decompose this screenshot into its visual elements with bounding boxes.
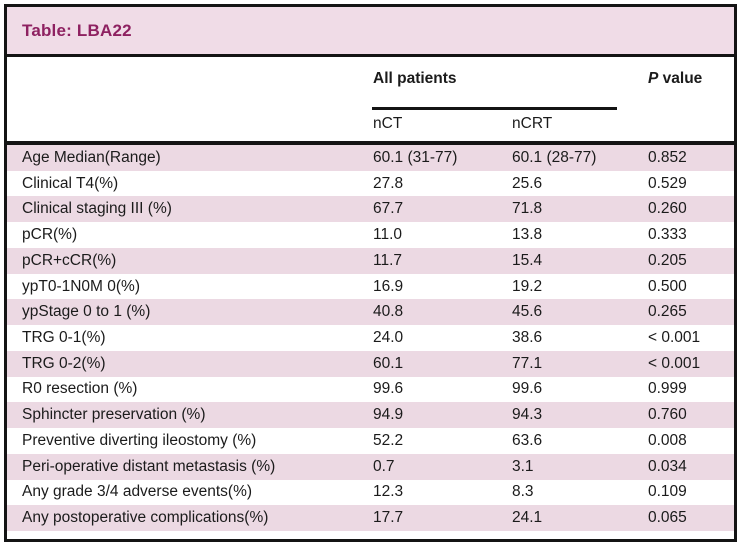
column-header-nct: nCT (373, 115, 403, 132)
p-value-rest: value (658, 70, 703, 87)
row-p-value: 0.529 (648, 174, 687, 192)
table-row: ypStage 0 to 1 (%) 40.8 45.6 0.265 (7, 299, 734, 326)
row-nct-value: 17.7 (373, 509, 404, 527)
row-ncrt-value: 99.6 (512, 380, 543, 398)
row-label: Age Median(Range) (22, 148, 161, 166)
row-ncrt-value: 77.1 (512, 354, 543, 372)
row-label: Clinical T4(%) (22, 174, 119, 192)
row-label: Sphincter preservation (%) (22, 406, 206, 424)
row-ncrt-value: 24.1 (512, 509, 543, 527)
row-nct-value: 67.7 (373, 200, 404, 218)
table-row: ypT0-1N0M 0(%) 16.9 19.2 0.500 (7, 273, 734, 300)
row-label: Any grade 3/4 adverse events(%) (22, 483, 253, 501)
table-row: Peri-operative distant metastasis (%) 0.… (7, 453, 734, 480)
column-header-p-value: P value (648, 70, 702, 88)
row-p-value: < 0.001 (648, 354, 701, 372)
row-nct-value: 24.0 (373, 329, 404, 346)
table-row: TRG 0-2(%) 60.1 77.1 < 0.001 (7, 350, 734, 377)
table-row: pCR(%) 11.0 13.8 0.333 (7, 222, 734, 248)
table-row: Any grade 3/4 adverse events(%) 12.3 8.3… (7, 479, 734, 506)
table-row: pCR+cCR(%) 11.7 15.4 0.205 (7, 247, 734, 274)
row-p-value: < 0.001 (648, 329, 701, 346)
row-nct-value: 60.1 (373, 354, 404, 372)
table-row: TRG 0-1(%) 24.0 38.6 < 0.001 (7, 325, 734, 351)
table-row: Clinical T4(%) 27.8 25.6 0.529 (7, 170, 734, 197)
row-ncrt-value: 45.6 (512, 303, 543, 321)
table-body: Age Median(Range) 60.1 (31-77) 60.1 (28-… (7, 145, 734, 532)
row-p-value: 0.065 (648, 509, 687, 527)
row-label: ypStage 0 to 1 (%) (22, 303, 151, 321)
row-p-value: 0.760 (648, 406, 687, 424)
table-row: Clinical staging III (%) 67.7 71.8 0.260 (7, 196, 734, 223)
row-nct-value: 40.8 (373, 303, 404, 321)
row-p-value: 0.333 (648, 226, 687, 244)
row-ncrt-value: 63.6 (512, 431, 543, 449)
row-ncrt-value: 13.8 (512, 226, 543, 244)
row-p-value: 0.034 (648, 457, 687, 475)
row-nct-value: 0.7 (373, 457, 395, 475)
row-nct-value: 52.2 (373, 431, 404, 449)
row-label: Any postoperative complications(%) (22, 509, 269, 527)
row-label: Preventive diverting ileostomy (%) (22, 431, 257, 449)
row-p-value: 0.999 (648, 380, 687, 398)
row-p-value: 0.265 (648, 303, 687, 321)
row-label: R0 resection (%) (22, 380, 138, 398)
row-ncrt-value: 15.4 (512, 251, 543, 269)
row-ncrt-value: 25.6 (512, 174, 543, 192)
row-ncrt-value: 94.3 (512, 406, 543, 424)
table-row: R0 resection (%) 99.6 99.6 0.999 (7, 376, 734, 403)
row-label: pCR(%) (22, 226, 78, 244)
row-ncrt-value: 71.8 (512, 200, 543, 218)
row-nct-value: 11.7 (373, 251, 403, 269)
table-row: Preventive diverting ileostomy (%) 52.2 … (7, 428, 734, 454)
row-p-value: 0.205 (648, 251, 687, 269)
row-nct-value: 11.0 (373, 226, 403, 244)
table-row: Any postoperative complications(%) 17.7 … (7, 505, 734, 532)
table-title-band: Table: LBA22 (7, 7, 734, 57)
row-nct-value: 12.3 (373, 483, 404, 501)
row-p-value: 0.109 (648, 483, 687, 501)
row-ncrt-value: 8.3 (512, 483, 534, 501)
row-label: Peri-operative distant metastasis (%) (22, 457, 276, 475)
row-label: TRG 0-2(%) (22, 354, 106, 372)
table-title: Table: LBA22 (22, 20, 132, 40)
row-p-value: 0.500 (648, 277, 687, 295)
row-ncrt-value: 3.1 (512, 457, 534, 475)
row-nct-value: 99.6 (373, 380, 404, 398)
row-ncrt-value: 60.1 (28-77) (512, 148, 597, 166)
row-nct-value: 60.1 (31-77) (373, 148, 458, 166)
row-ncrt-value: 19.2 (512, 277, 543, 295)
table-row: Age Median(Range) 60.1 (31-77) 60.1 (28-… (7, 145, 734, 171)
column-header-section: All patients P value nCT nCRT (7, 57, 734, 145)
row-nct-value: 16.9 (373, 277, 404, 295)
row-nct-value: 94.9 (373, 406, 404, 424)
row-ncrt-value: 38.6 (512, 329, 543, 346)
row-p-value: 0.008 (648, 431, 687, 449)
results-table: Table: LBA22 All patients P value nCT nC… (4, 4, 737, 542)
row-label: Clinical staging III (%) (22, 200, 172, 218)
column-header-ncrt: nCRT (512, 115, 553, 132)
row-nct-value: 27.8 (373, 174, 404, 192)
column-group-header-all-patients: All patients (373, 70, 457, 87)
row-label: pCR+cCR(%) (22, 251, 117, 269)
row-label: ypT0-1N0M 0(%) (22, 277, 140, 295)
row-label: TRG 0-1(%) (22, 329, 106, 346)
group-header-underline (372, 107, 617, 110)
row-p-value: 0.852 (648, 148, 687, 166)
table-row: Sphincter preservation (%) 94.9 94.3 0.7… (7, 402, 734, 429)
row-p-value: 0.260 (648, 200, 687, 218)
p-value-italic-p: P (648, 70, 659, 87)
